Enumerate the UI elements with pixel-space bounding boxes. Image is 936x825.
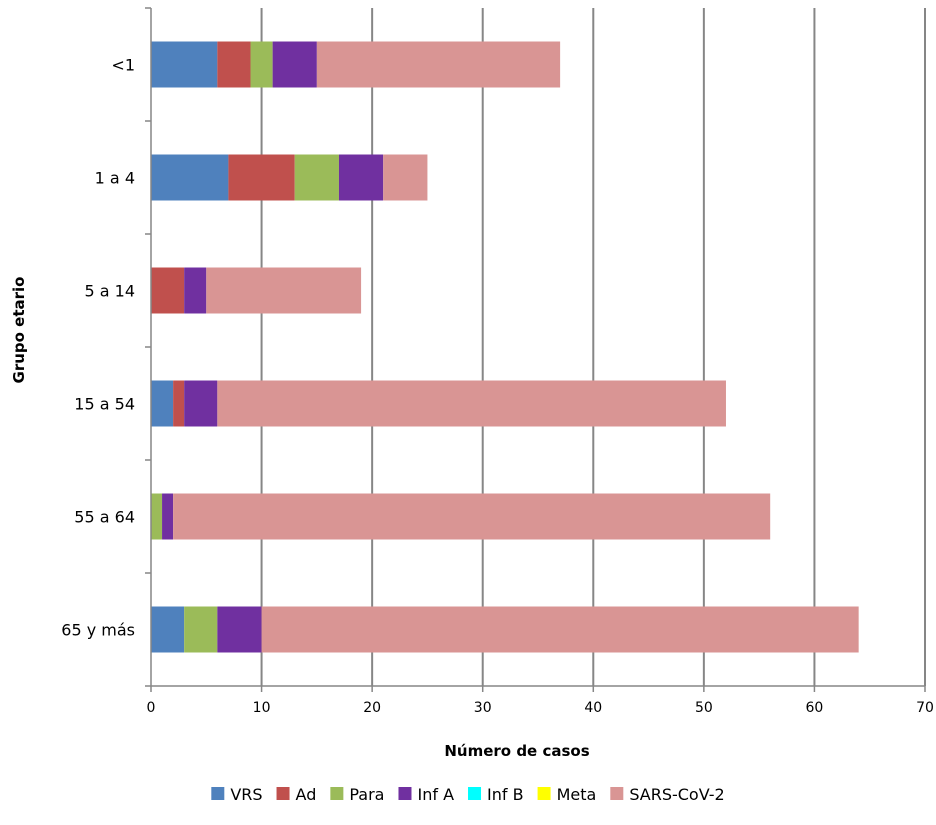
bar-para-5 [184, 606, 218, 653]
x-tick-labels: 0 10 20 30 40 50 60 70 [147, 700, 934, 716]
legend-swatch-meta [537, 787, 551, 800]
y-tick-labels: <1 1 a 4 5 a 14 15 a 54 55 a 64 65 y más [61, 56, 135, 640]
bar-inf-a-3 [184, 380, 218, 427]
bar-sars-cov-2-5 [261, 606, 859, 653]
bar-vrs-5 [151, 606, 185, 653]
legend-swatch-inf-b [468, 787, 482, 800]
x-tick-label: 40 [584, 700, 602, 716]
x-tick-label: 70 [916, 700, 934, 716]
legend-label: Inf B [487, 785, 524, 804]
bars [151, 41, 859, 653]
bar-sars-cov-2-1 [383, 154, 428, 201]
legend-label: SARS-CoV-2 [629, 785, 724, 804]
legend-label: Meta [557, 785, 597, 804]
x-tick-label: 10 [253, 700, 271, 716]
legend-label: VRS [230, 785, 262, 804]
y-tick-label: 65 y más [61, 621, 135, 640]
bar-sars-cov-2-0 [316, 41, 561, 88]
axes [145, 7, 926, 692]
gridlines [260, 8, 926, 686]
y-tick-label: 15 a 54 [74, 395, 135, 414]
legend-swatch-sars-cov-2 [610, 787, 624, 800]
y-tick-label: <1 [111, 56, 135, 75]
legend: VRS Ad Para Inf A Inf B Meta SARS-CoV-2 [211, 785, 725, 804]
bar-para-4 [151, 493, 163, 540]
legend-swatch-inf-a [398, 787, 412, 800]
bar-vrs-1 [151, 154, 229, 201]
bar-vrs-0 [151, 41, 218, 88]
bar-ad-0 [217, 41, 251, 88]
legend-label: Ad [296, 785, 317, 804]
bar-sars-cov-2-4 [173, 493, 771, 540]
x-axis-title: Número de casos [444, 742, 589, 760]
bar-ad-2 [151, 267, 185, 314]
legend-swatch-para [330, 787, 344, 800]
legend-swatch-ad [276, 787, 290, 800]
bar-sars-cov-2-2 [206, 267, 362, 314]
x-tick-label: 60 [806, 700, 824, 716]
bar-sars-cov-2-3 [217, 380, 726, 427]
x-tick-label: 0 [147, 700, 156, 716]
y-axis-title: Grupo etario [10, 277, 28, 384]
x-tick-label: 20 [363, 700, 381, 716]
legend-label: Inf A [417, 785, 454, 804]
bar-para-1 [294, 154, 339, 201]
x-tick-label: 50 [695, 700, 713, 716]
bar-inf-a-1 [338, 154, 384, 201]
x-tick-label: 30 [474, 700, 492, 716]
y-tick-label: 5 a 14 [84, 282, 135, 301]
bar-inf-a-5 [217, 606, 262, 653]
bar-inf-a-2 [184, 267, 207, 314]
bar-ad-3 [173, 380, 185, 427]
y-tick-label: 1 a 4 [95, 169, 135, 188]
bar-vrs-3 [151, 380, 174, 427]
bar-inf-a-4 [162, 493, 174, 540]
y-tick-label: 55 a 64 [74, 508, 135, 527]
legend-label: Para [349, 785, 384, 804]
legend-swatch-vrs [211, 787, 225, 800]
bar-ad-1 [228, 154, 295, 201]
bar-para-0 [250, 41, 273, 88]
bar-inf-a-0 [272, 41, 317, 88]
